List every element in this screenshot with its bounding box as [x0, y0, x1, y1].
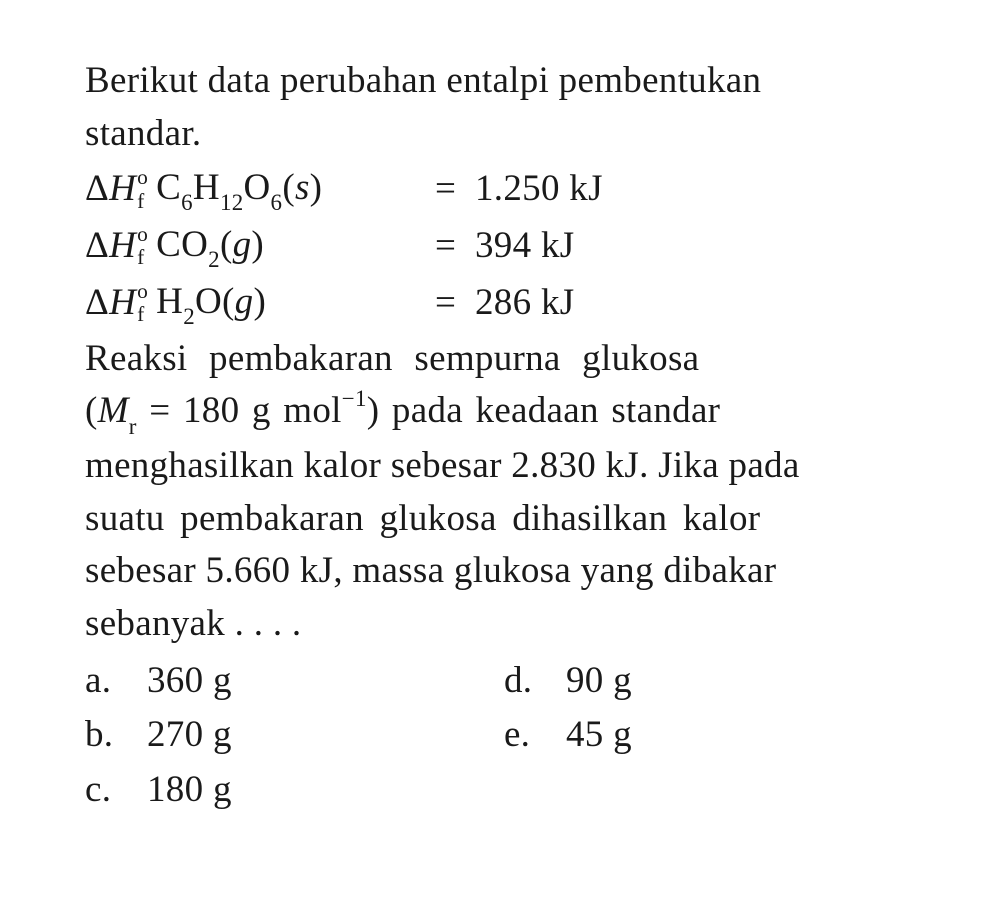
equation-row-1: ΔH o f C6H12O6(s) = 1.250 kJ — [85, 162, 940, 217]
option-a: a. 360 g — [85, 655, 504, 708]
option-d: d. 90 g — [504, 655, 940, 708]
option-c: c. 180 g — [85, 764, 504, 817]
para-line-1: Reaksi pembakaran sempurna glukosa — [85, 338, 699, 379]
value-3: 286 kJ — [475, 277, 574, 330]
equation-2-left: ΔH o f CO2(g) — [85, 219, 435, 274]
option-b: b. 270 g — [85, 709, 504, 762]
intro-line2: standar. — [85, 113, 201, 154]
para-line-6: sebanyak . . . . — [85, 603, 301, 644]
option-letter: d. — [504, 655, 566, 708]
option-text: 360 g — [147, 655, 232, 708]
question-paragraph: Reaksi pembakaran sempurna glukosa (Mr =… — [85, 333, 940, 651]
delta-h-symbol: ΔH o f — [85, 220, 156, 273]
intro-line1: Berikut data perubahan entalpi pembentuk… — [85, 60, 761, 101]
option-text: 180 g — [147, 764, 232, 817]
delta-h-symbol: ΔH o f — [85, 277, 156, 330]
value-2: 394 kJ — [475, 220, 574, 273]
equals-3: = — [435, 277, 475, 330]
option-text: 270 g — [147, 709, 232, 762]
delta-h-symbol: ΔH o f — [85, 163, 156, 216]
value-1: 1.250 kJ — [475, 163, 603, 216]
para-line-4: suatu pembakaran glukosa dihasilkan kalo… — [85, 498, 760, 539]
para-line-5: sebesar 5.660 kJ, massa glukosa yang dib… — [85, 550, 776, 591]
delta-h-subsup: o f — [137, 170, 148, 209]
equation-row-3: ΔH o f H2O(g) = 286 kJ — [85, 276, 940, 331]
answer-options: a. 360 g d. 90 g b. 270 g e. 45 g c. 180… — [85, 655, 940, 817]
intro-text: Berikut data perubahan entalpi pembentuk… — [85, 55, 940, 160]
equation-1-left: ΔH o f C6H12O6(s) — [85, 162, 435, 217]
formula-h2o: H2O(g) — [156, 276, 266, 331]
option-e: e. 45 g — [504, 709, 940, 762]
equals-1: = — [435, 163, 475, 216]
option-letter: a. — [85, 655, 147, 708]
equation-row-2: ΔH o f CO2(g) = 394 kJ — [85, 219, 940, 274]
equals-2: = — [435, 220, 475, 273]
para-line-2: (Mr = 180 g mol−1) pada keadaan standar — [85, 390, 720, 431]
formula-co2: CO2(g) — [156, 219, 264, 274]
option-text: 45 g — [566, 709, 632, 762]
question-block: Berikut data perubahan entalpi pembentuk… — [85, 55, 940, 816]
option-letter: e. — [504, 709, 566, 762]
equation-3-left: ΔH o f H2O(g) — [85, 276, 435, 331]
option-text: 90 g — [566, 655, 632, 708]
option-letter: c. — [85, 764, 147, 817]
formula-c6h12o6: C6H12O6(s) — [156, 162, 322, 217]
option-letter: b. — [85, 709, 147, 762]
para-line-3: menghasilkan kalor sebesar 2.830 kJ. Jik… — [85, 445, 800, 486]
delta-h-subsup: o f — [137, 284, 148, 323]
delta-h-subsup: o f — [137, 227, 148, 266]
